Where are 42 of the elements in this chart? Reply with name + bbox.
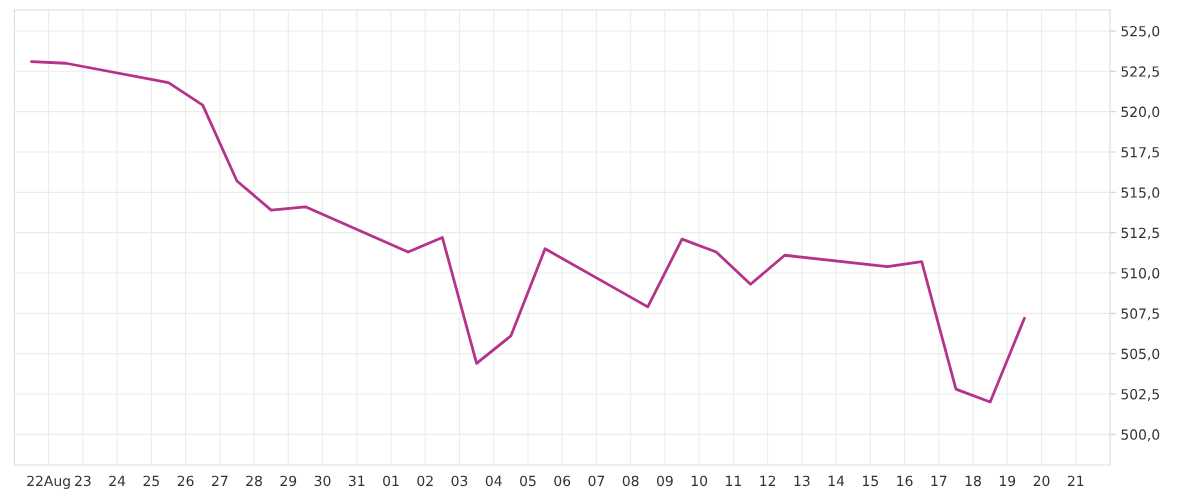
x-tick-label: 11 [726,475,741,486]
y-tick-label: 502,5 [1121,388,1159,401]
x-tick-label: 20 [1033,475,1050,487]
x-tick-label: 31 [349,475,365,487]
x-tick-label: 10 [691,475,708,487]
x-tick-label: 13 [794,475,810,487]
x-tick-label: 16 [897,475,913,487]
y-tick-label: 507,5 [1121,308,1159,321]
x-tick-label: 07 [588,475,605,487]
x-tick-label: 23 [75,475,91,487]
x-tick-label: 30 [314,475,331,487]
x-tick-label: 01 [383,475,399,487]
x-tick-label: 05 [520,475,536,487]
x-tick-label: 25 [143,475,159,487]
y-tick-label: 512,5 [1121,227,1159,240]
y-tick-label: 520,0 [1121,106,1160,119]
x-tick-label: 24 [109,475,126,486]
x-tick-label: 04 [485,475,502,487]
x-tick-label: 02 [417,475,433,487]
x-tick-label: 08 [622,475,639,487]
x-tick-label: 14 [828,475,845,486]
y-tick-label: 525,0 [1121,25,1160,38]
x-tick-label: 09 [656,475,673,487]
x-tick-label: 22Aug [27,475,70,489]
x-tick-label: 17 [931,475,947,486]
x-tick-label: 03 [451,475,468,487]
x-tick-label: 21 [1067,475,1084,486]
y-tick-label: 500,0 [1121,429,1160,442]
y-tick-label: 522,5 [1121,66,1159,79]
x-tick-label: 26 [177,475,194,487]
x-tick-label: 29 [280,475,297,487]
x-tick-label: 06 [554,475,571,487]
x-tick-label: 19 [999,475,1016,487]
x-tick-label: 27 [212,475,228,486]
y-tick-label: 510,0 [1121,267,1160,280]
x-tick-label: 12 [760,475,776,486]
y-tick-label: 517,5 [1121,147,1159,159]
x-tick-label: 28 [246,475,262,487]
x-tick-label: 18 [965,475,981,487]
y-tick-label: 515,0 [1121,187,1160,200]
x-tick-label: 15 [863,475,878,487]
y-tick-label: 505,0 [1121,348,1160,361]
